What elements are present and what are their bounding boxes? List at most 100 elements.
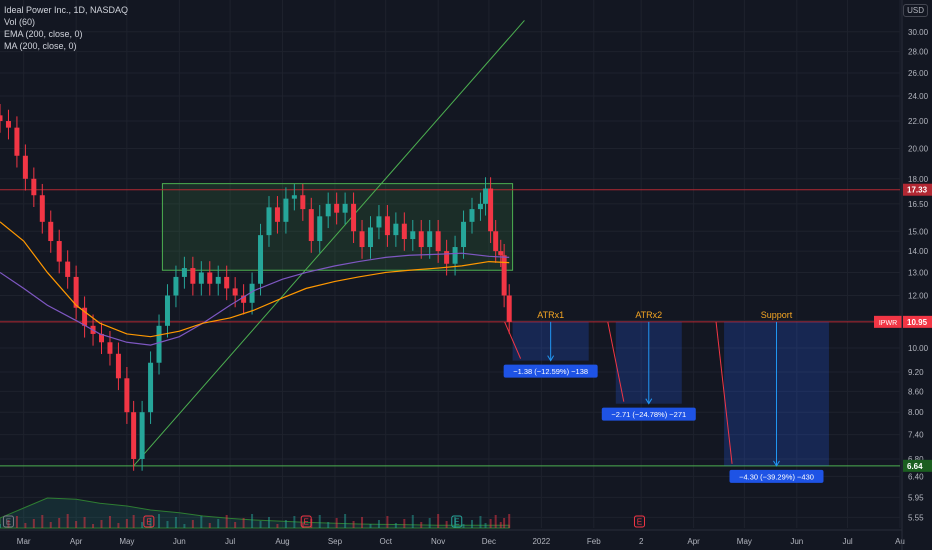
candle-body bbox=[308, 209, 314, 242]
volume-bar bbox=[32, 519, 35, 528]
volume-bar bbox=[284, 520, 287, 528]
earnings-marker bbox=[633, 515, 645, 528]
candle-body bbox=[181, 268, 187, 277]
candle-body bbox=[469, 209, 475, 222]
currency-button[interactable]: USD bbox=[903, 4, 928, 17]
earnings-marker bbox=[451, 515, 463, 528]
volume-bar bbox=[92, 524, 95, 528]
y-tick-label: 12.00 bbox=[908, 291, 929, 300]
x-tick-label: Au bbox=[895, 537, 905, 546]
earnings-marker-label: E bbox=[146, 518, 151, 527]
candle-body bbox=[283, 198, 289, 222]
volume-bar bbox=[494, 515, 497, 528]
projection-arrow-head bbox=[547, 355, 555, 362]
projection-arrow-head bbox=[773, 460, 780, 467]
volume-bar bbox=[428, 518, 431, 528]
candle-body bbox=[73, 276, 79, 308]
volume-bar bbox=[377, 520, 380, 528]
earnings-marker bbox=[2, 515, 14, 528]
candle-body bbox=[483, 188, 489, 204]
volume-bar bbox=[301, 523, 304, 528]
volume-bar bbox=[15, 516, 18, 528]
trendline bbox=[133, 20, 525, 467]
volume-bar bbox=[420, 522, 423, 528]
volume-bar bbox=[259, 521, 262, 528]
volume-bar bbox=[484, 523, 487, 528]
price-tag: 17.33 bbox=[907, 186, 928, 195]
ma-indicator-label[interactable]: MA (200, close, 0) bbox=[4, 41, 77, 51]
x-tick-label: Oct bbox=[379, 537, 392, 546]
ema-indicator-label[interactable]: EMA (200, close, 0) bbox=[4, 29, 83, 39]
volume-bar bbox=[108, 516, 111, 528]
volume-bar bbox=[58, 518, 61, 528]
volume-bar bbox=[293, 516, 296, 528]
x-tick-label: Nov bbox=[431, 537, 445, 546]
volume-bar bbox=[0, 524, 1, 528]
volume-bar bbox=[49, 522, 52, 528]
volume-bar bbox=[499, 522, 502, 528]
volume-bar bbox=[437, 514, 440, 528]
volume-bar bbox=[191, 520, 194, 528]
y-tick-label: 7.40 bbox=[908, 431, 924, 440]
volume-bar bbox=[217, 519, 220, 528]
x-tick-label: Sep bbox=[328, 537, 343, 546]
y-tick-label: 8.60 bbox=[908, 387, 924, 396]
y-tick-label: 5.55 bbox=[908, 513, 924, 522]
candle-body bbox=[376, 216, 382, 228]
y-tick-label: 28.00 bbox=[908, 48, 929, 57]
symbol-title[interactable]: Ideal Power Inc., 1D, NASDAQ bbox=[4, 5, 129, 15]
volume-bar bbox=[83, 517, 86, 528]
candle-body bbox=[291, 195, 297, 199]
price-tag: 6.64 bbox=[907, 462, 923, 471]
projection-red-arrow bbox=[607, 321, 625, 402]
volume-bar bbox=[267, 517, 270, 528]
candle-body bbox=[99, 333, 105, 343]
candle-body bbox=[452, 247, 458, 264]
x-tick-label: Jun bbox=[173, 537, 186, 546]
volume-bar bbox=[489, 519, 492, 528]
projection-readout-bg bbox=[503, 364, 598, 378]
candle-body bbox=[164, 295, 170, 326]
x-tick-label: May bbox=[119, 537, 134, 546]
symbol-tag-bg bbox=[874, 315, 902, 328]
volume-bar bbox=[183, 524, 186, 528]
candle-body bbox=[367, 227, 373, 248]
x-tick-label: 2 bbox=[639, 537, 644, 546]
projection-readout: −4.30 (−39.29%) −430 bbox=[739, 472, 814, 481]
projection-readout-bg bbox=[729, 469, 824, 483]
candle-body bbox=[82, 307, 88, 326]
projection-label: Support bbox=[761, 310, 793, 320]
range-box bbox=[161, 183, 514, 271]
volume-bar bbox=[166, 521, 169, 528]
volume-bar bbox=[470, 520, 473, 528]
volume-bar bbox=[208, 523, 211, 528]
candle-body bbox=[493, 231, 499, 252]
volume-bar bbox=[327, 522, 330, 528]
candle-body bbox=[31, 178, 37, 196]
volume-bar bbox=[234, 522, 237, 528]
y-tick-label: 13.00 bbox=[908, 268, 929, 277]
candle-body bbox=[274, 207, 280, 222]
candle-body bbox=[124, 378, 130, 413]
y-tick-label: 15.00 bbox=[908, 227, 929, 236]
volume-bar bbox=[174, 517, 177, 528]
x-tick-label: Apr bbox=[70, 537, 83, 546]
price-tag-bg bbox=[903, 315, 932, 328]
price-tag: 10.95 bbox=[907, 318, 928, 327]
volume-bar bbox=[141, 522, 144, 528]
candle-body bbox=[393, 223, 399, 236]
candle-body bbox=[501, 255, 507, 296]
candle-body bbox=[139, 412, 145, 459]
candle-body bbox=[131, 412, 137, 459]
candle-body bbox=[461, 221, 467, 248]
volume-bar bbox=[242, 518, 245, 528]
price-tag-bg bbox=[903, 183, 932, 196]
candle-body bbox=[249, 283, 255, 303]
candle-body bbox=[427, 231, 433, 248]
y-tick-label: 18.00 bbox=[908, 175, 929, 184]
candle-body bbox=[107, 342, 113, 354]
volume-bar bbox=[158, 514, 161, 528]
volume-indicator-label[interactable]: Vol (60) bbox=[4, 17, 36, 27]
candle-body bbox=[232, 288, 238, 296]
